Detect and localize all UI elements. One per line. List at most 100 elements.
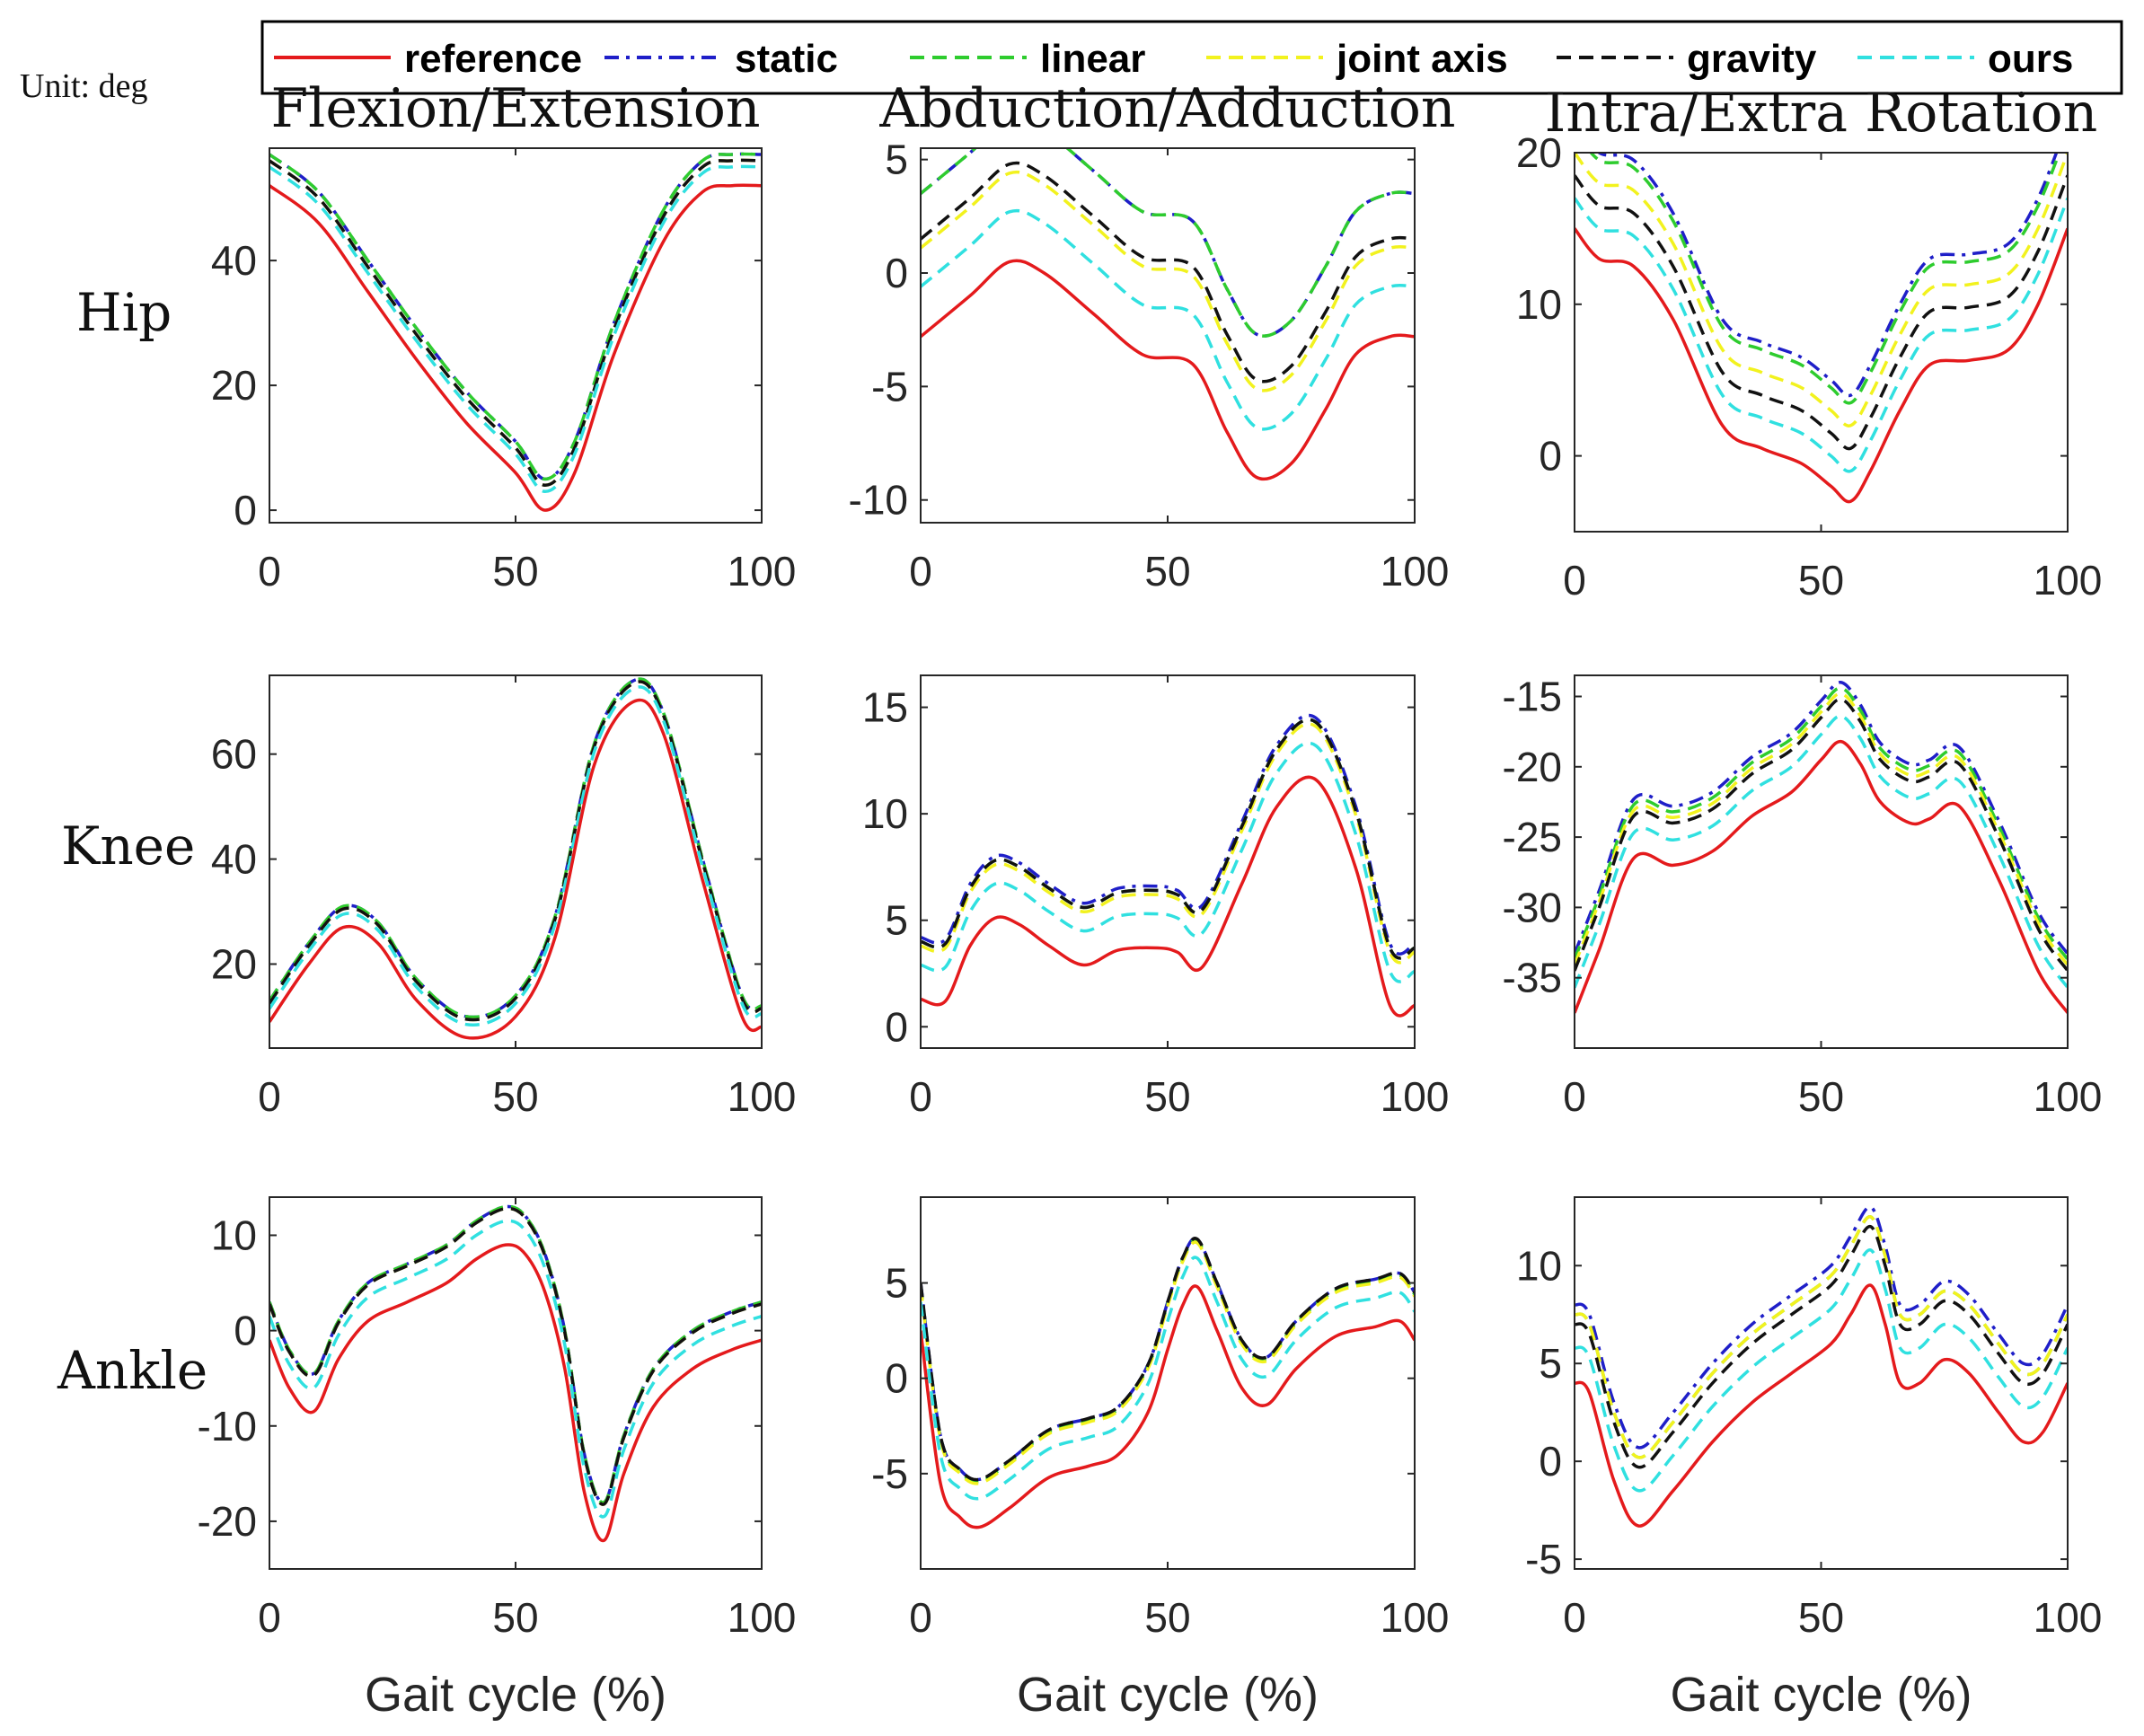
x-tick-label: 100 <box>728 548 797 595</box>
y-tick-label: 0 <box>885 1355 908 1402</box>
legend-item-ours: ours <box>1857 37 2073 81</box>
series-line-static <box>269 677 762 1019</box>
series-line-static <box>921 713 1415 956</box>
series-line-static <box>269 1204 762 1504</box>
series-line-reference <box>269 698 762 1040</box>
x-axis-label: Gait cycle (%) <box>1017 1668 1319 1722</box>
y-tick-label: 0 <box>1539 1438 1562 1485</box>
series-line-ours <box>269 685 762 1027</box>
y-tick-label: 5 <box>885 1260 908 1307</box>
x-tick-label: 50 <box>492 548 538 595</box>
axes-frame <box>269 674 763 1049</box>
panel-ankle-abduction: 0 50 100 -5 0 5 Gait cycle (%) <box>871 1196 1450 1722</box>
legend-label-static: static <box>735 37 838 81</box>
y-tick-label: -25 <box>1503 814 1562 860</box>
y-tick-label: -35 <box>1503 955 1562 1001</box>
series-line-ours <box>921 208 1415 431</box>
series-group <box>1575 1205 2068 1528</box>
series-line-ours <box>269 1219 762 1519</box>
series-line-linear <box>1575 1215 2068 1459</box>
series-group <box>269 677 762 1040</box>
x-axis-label: Gait cycle (%) <box>365 1668 666 1722</box>
y-tick-label: -5 <box>871 363 908 410</box>
series-group <box>269 152 762 512</box>
series-line-gravity <box>921 161 1415 383</box>
series-line-reference <box>1575 227 2068 504</box>
legend: reference static linear joint axis gravity ou… <box>260 20 2123 95</box>
x-tick-label: 100 <box>728 1594 797 1641</box>
series-line-static <box>1575 681 2068 956</box>
row-label-ankle: Ankle <box>57 1340 207 1401</box>
panel-ankle-flexion: 0 50 100 -20 -10 0 10 Gait cycle (%) <box>198 1196 797 1722</box>
y-tick-label: 0 <box>885 250 908 296</box>
series-line-joint-axis <box>921 170 1415 392</box>
axes-frame <box>1574 152 2069 533</box>
y-tick-label: 60 <box>211 731 257 778</box>
x-tick-label: 100 <box>1381 1073 1450 1120</box>
series-line-linear <box>921 1238 1415 1484</box>
y-tick-label: 20 <box>211 362 257 409</box>
series-group <box>921 713 1415 1018</box>
legend-label-gravity: gravity <box>1687 37 1817 81</box>
x-tick-label: 100 <box>1381 1594 1450 1641</box>
legend-item-joint-axis: joint axis <box>1206 37 1508 81</box>
y-tick-label: 10 <box>1516 1242 1562 1289</box>
series-line-linear <box>921 718 1415 960</box>
y-tick-label: 5 <box>885 137 908 183</box>
series-line-ours <box>1575 1248 2068 1493</box>
axes-frame <box>1574 674 2069 1049</box>
series-group <box>921 148 1415 481</box>
y-tick-label: 0 <box>234 1308 257 1354</box>
y-tick-label: 20 <box>1516 129 1562 176</box>
series-line-joint-axis <box>1575 692 2068 966</box>
series-line-reference <box>269 1243 762 1543</box>
panel-knee-rotation: 0 50 100 -35 -30 -25 -20 -15 <box>1503 673 2103 1120</box>
x-tick-label: 100 <box>2034 1073 2103 1120</box>
axes-frame <box>920 147 1416 524</box>
y-tick-label: 0 <box>234 487 257 533</box>
series-line-joint-axis <box>269 1206 762 1506</box>
series-line-gravity <box>1575 1224 2068 1469</box>
x-tick-label: 0 <box>1563 557 1586 604</box>
y-tick-label: 40 <box>211 237 257 284</box>
x-tick-label: 50 <box>1798 1594 1844 1641</box>
y-tick-label: -5 <box>1525 1536 1562 1582</box>
series-line-linear <box>1575 686 2068 961</box>
series-line-gravity <box>269 680 762 1022</box>
legend-label-ours: ours <box>1988 37 2073 81</box>
legend-item-reference: reference <box>274 37 582 81</box>
series-group <box>1575 681 2068 1014</box>
series-line-gravity <box>921 1237 1415 1482</box>
series-line-gravity <box>1575 697 2068 972</box>
panel-knee-abduction: 0 50 100 0 5 10 15 <box>862 674 1450 1120</box>
row-label-hip: Hip <box>76 282 172 343</box>
x-tick-label: 100 <box>728 1073 797 1120</box>
series-group <box>1575 153 2068 504</box>
x-tick-label: 50 <box>1144 1594 1190 1641</box>
series-line-joint-axis <box>269 680 762 1022</box>
y-tick-label: 10 <box>862 790 908 837</box>
series-line-joint-axis <box>269 158 762 488</box>
series-line-gravity <box>921 718 1415 960</box>
series-line-reference <box>921 1284 1415 1529</box>
y-tick-label: 20 <box>211 940 257 987</box>
y-tick-label: -20 <box>1503 744 1562 790</box>
series-line-ours <box>921 1256 1415 1501</box>
series-group <box>269 1204 762 1543</box>
series-line-ours <box>1575 714 2068 989</box>
y-tick-label: 10 <box>211 1212 257 1258</box>
series-line-joint-axis <box>921 1240 1415 1485</box>
x-tick-label: 50 <box>492 1594 538 1641</box>
y-tick-label: -30 <box>1503 884 1562 930</box>
column-title: Flexion/Extension <box>271 77 761 140</box>
x-tick-label: 50 <box>1144 1073 1190 1120</box>
row-label-knee: Knee <box>61 815 195 877</box>
series-line-joint-axis <box>1575 1215 2068 1459</box>
series-line-reference <box>1575 739 2068 1014</box>
column-title: Abduction/Adduction <box>878 77 1455 140</box>
axes-frame <box>1574 1196 2069 1570</box>
legend-label-linear: linear <box>1040 37 1145 81</box>
series-line-gravity <box>1575 174 2068 451</box>
